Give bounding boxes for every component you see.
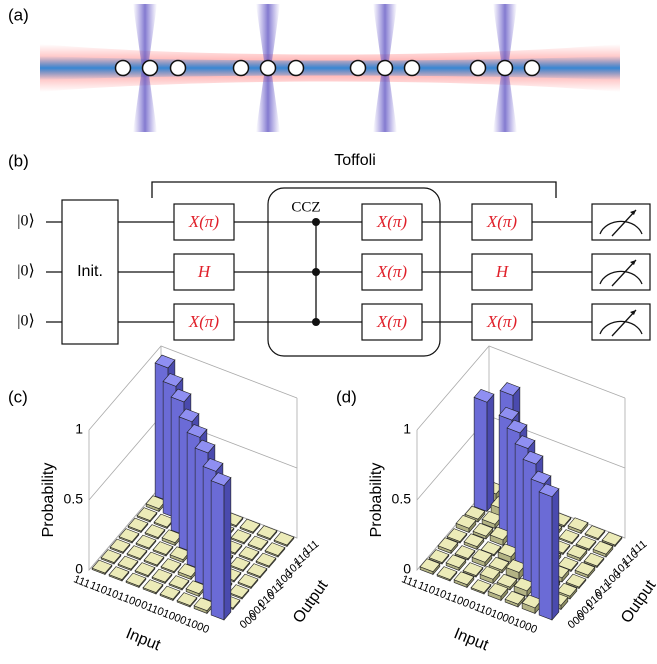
y-axis-title: Output — [290, 577, 332, 627]
z-axis-title: Probability — [40, 463, 57, 538]
bar-face — [474, 397, 487, 511]
gate-label: H — [495, 262, 510, 281]
input-ket: |0⟩ — [17, 213, 34, 230]
toffoli-bracket — [152, 182, 556, 198]
figure: (a) (b) Toffoli |0⟩ |0⟩ |0⟩ Init. CCZ — [0, 0, 657, 664]
gate-label: X(π) — [188, 312, 220, 331]
gate-label: X(π) — [188, 212, 220, 231]
gate-label: X(π) — [486, 212, 518, 231]
input-ket: |0⟩ — [17, 313, 34, 330]
bar-face — [487, 394, 494, 511]
bar-top — [585, 526, 605, 539]
gate-label: X(π) — [376, 312, 408, 331]
grid-line — [417, 346, 625, 430]
x-axis-title: Input — [451, 625, 491, 654]
bar-face — [211, 481, 224, 620]
bar — [474, 389, 494, 511]
bar-top — [257, 526, 277, 539]
z-axis-title: Probability — [368, 463, 385, 538]
gate-label: X(π) — [376, 262, 408, 281]
input-ket: |0⟩ — [17, 263, 34, 280]
bar-top — [274, 532, 294, 545]
bar — [568, 518, 588, 534]
z-tick-label: 1 — [403, 421, 411, 437]
toffoli-label: Toffoli — [334, 152, 376, 169]
x-axis-title: Input — [123, 625, 163, 654]
input-label: 000 — [517, 618, 539, 636]
input-label: 000 — [189, 618, 211, 636]
z-tick-label: 0.5 — [392, 491, 412, 507]
panel-label: (a) — [8, 5, 29, 24]
init-label: Init. — [77, 263, 103, 280]
bar-face — [552, 489, 559, 620]
panel-label: (b) — [8, 151, 29, 170]
measurements — [592, 204, 650, 340]
bar — [211, 473, 231, 620]
panel-label: (d) — [336, 387, 357, 406]
gate-label: X(π) — [486, 312, 518, 331]
panel-b: (b) Toffoli |0⟩ |0⟩ |0⟩ Init. CCZ X(π) H… — [8, 151, 650, 356]
panel-a: (a) — [8, 4, 620, 132]
bar-face — [539, 492, 552, 620]
gate-label: H — [197, 262, 212, 281]
gate-label: X(π) — [376, 212, 408, 231]
panel-3d: (c)00.51Probability111110101100011010001… — [8, 346, 332, 655]
z-tick-label: 1 — [75, 421, 83, 437]
bar-top — [240, 519, 260, 532]
bar — [539, 484, 559, 620]
panel-label: (c) — [8, 387, 28, 406]
y-axis-title: Output — [618, 577, 657, 627]
ccz-label: CCZ — [291, 199, 320, 215]
bar-face — [224, 478, 231, 620]
panel-3d: (d)00.51Probability111110101100011010001… — [336, 346, 657, 655]
z-tick-label: 0.5 — [64, 491, 84, 507]
